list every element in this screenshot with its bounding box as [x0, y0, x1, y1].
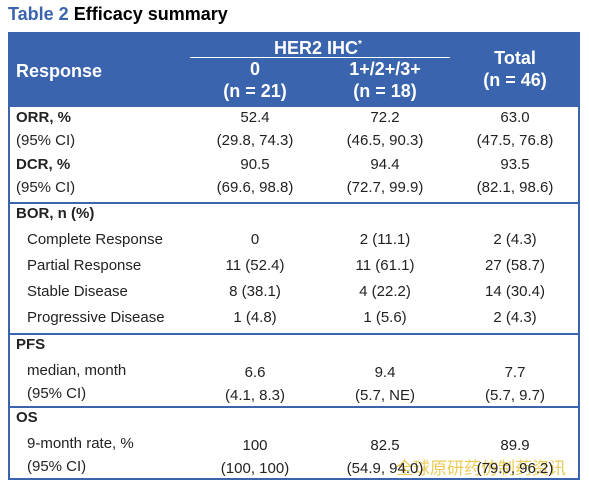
section-heading: DCR, % [16, 156, 71, 173]
cell: 100 [242, 437, 268, 454]
cell: (54.9, 94.0) [346, 460, 424, 477]
row-label: median, month [27, 362, 127, 379]
group-rule [190, 57, 450, 58]
header-bg [8, 32, 580, 107]
cell: 8 (38.1) [229, 283, 281, 300]
group-name: 1+/2+/3+ [349, 59, 421, 79]
row-label: Stable Disease [27, 283, 128, 300]
group-title-text: HER2 IHC [274, 38, 359, 58]
cell: 82.5 [370, 437, 400, 454]
group-note: * [358, 39, 362, 50]
cell: 94.4 [370, 156, 400, 173]
row-label: Partial Response [27, 257, 142, 274]
cell: (29.8, 74.3) [216, 132, 294, 149]
cell: 63.0 [500, 109, 530, 126]
row-label: (95% CI) [27, 385, 87, 402]
cell: 52.4 [240, 109, 270, 126]
cell: 2 (4.3) [493, 231, 537, 248]
table-label: Table 2 [8, 4, 69, 24]
watermark: 全球原研药仿制药资讯 [396, 459, 566, 478]
section-rule [8, 406, 580, 408]
row-label: (95% CI) [27, 458, 87, 475]
response-header: Response [16, 61, 103, 81]
cell: 11 (52.4) [225, 257, 285, 274]
cell: (72.7, 99.9) [346, 179, 424, 196]
section-heading: PFS [16, 336, 46, 353]
cell: 27 (58.7) [484, 257, 546, 274]
group-n: (n = 18) [353, 81, 417, 101]
cell: (100, 100) [220, 460, 290, 477]
section-heading: OS [16, 409, 38, 426]
cell: 90.5 [240, 156, 270, 173]
cell: 89.9 [500, 437, 530, 454]
group-title: HER2 IHC* [274, 34, 362, 59]
cell: 4 (22.2) [359, 283, 411, 300]
cell: 2 (4.3) [493, 309, 537, 326]
table-caption: Efficacy summary [73, 4, 228, 24]
cell: (4.1, 8.3) [224, 387, 286, 404]
cell: (46.5, 90.3) [346, 132, 424, 149]
row-label: 9-month rate, % [27, 435, 134, 452]
row-label: (95% CI) [16, 179, 76, 196]
row-label: Progressive Disease [27, 309, 165, 326]
cell: 93.5 [500, 156, 530, 173]
group-n: (n = 21) [223, 81, 287, 101]
cell: (82.1, 98.6) [476, 179, 554, 196]
cell: 6.6 [244, 364, 266, 381]
row-label: Complete Response [27, 231, 163, 248]
table-title: Table 2 Efficacy summary [8, 4, 228, 25]
cell: (5.7, 9.7) [484, 387, 546, 404]
total-name: Total [494, 48, 536, 68]
section-rule [8, 202, 580, 204]
cell: 72.2 [370, 109, 400, 126]
section-rule [8, 333, 580, 335]
cell: 2 (11.1) [359, 231, 411, 248]
cell: 0 [250, 231, 260, 248]
cell: (79.0, 96.2) [476, 460, 554, 477]
total-n: (n = 46) [483, 70, 547, 90]
cell: 1 (5.6) [363, 309, 407, 326]
cell: (69.6, 98.8) [216, 179, 294, 196]
group-name: 0 [249, 59, 261, 79]
cell: 1 (4.8) [233, 309, 277, 326]
section-heading: ORR, % [16, 109, 72, 126]
cell: (5.7, NE) [354, 387, 416, 404]
row-label: (95% CI) [16, 132, 76, 149]
cell: 14 (30.4) [484, 283, 546, 300]
cell: (47.5, 76.8) [476, 132, 554, 149]
cell: 7.7 [504, 364, 526, 381]
cell: 9.4 [374, 364, 396, 381]
cell: 11 (61.1) [355, 257, 415, 274]
section-heading: BOR, n (%) [16, 205, 95, 222]
